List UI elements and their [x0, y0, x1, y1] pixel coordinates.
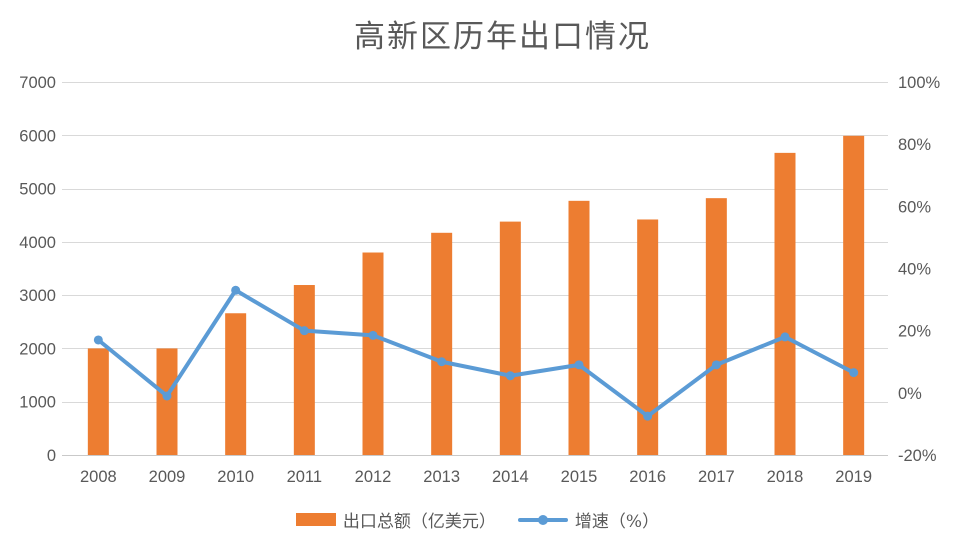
right-axis-tick-100%: 100% [898, 74, 941, 92]
x-axis-label-2012: 2012 [355, 468, 392, 486]
right-axis-tick-20%: 20% [898, 323, 931, 341]
line-marker-2019 [849, 368, 859, 378]
line-marker-2018 [780, 332, 790, 342]
legend-bar-label: 出口总额（亿美元） [342, 512, 496, 532]
right-axis-tick-40%: 40% [898, 261, 931, 279]
x-axis-label-2017: 2017 [698, 468, 735, 486]
x-axis-label-2008: 2008 [80, 468, 117, 486]
bar-2019 [843, 135, 865, 455]
x-axis-label-2010: 2010 [217, 468, 254, 486]
left-axis-tick-5000: 5000 [19, 181, 56, 199]
bar-2012 [362, 252, 384, 455]
line-marker-2017 [711, 360, 721, 370]
left-axis-tick-0: 0 [47, 447, 56, 465]
chart-title: 高新区历年出口情况 [354, 19, 651, 55]
x-axis-label-2011: 2011 [287, 468, 322, 486]
legend-line-label: 增速（%） [574, 512, 660, 532]
bar-2016 [637, 219, 659, 455]
legend-item-exports: 出口总额（亿美元） [295, 507, 496, 532]
legend: 出口总额（亿美元） 增速（%） [0, 507, 955, 532]
bar-2013 [431, 232, 453, 455]
right-axis-tick-0%: 0% [898, 385, 922, 403]
left-axis-tick-4000: 4000 [19, 234, 56, 252]
left-axis-tick-1000: 1000 [19, 394, 56, 412]
growth-line [96, 288, 856, 419]
bar-2010 [225, 313, 247, 455]
line-marker-2011 [299, 326, 309, 336]
bar-2009 [156, 348, 178, 455]
line-marker-2009 [162, 391, 172, 401]
line-marker-2013 [437, 357, 447, 367]
bar-2018 [774, 152, 796, 455]
left-axis-tick-2000: 2000 [19, 340, 56, 358]
legend-line-marker-icon [537, 514, 548, 525]
x-axis-label-2016: 2016 [629, 468, 666, 486]
left-axis-tick-3000: 3000 [19, 287, 56, 305]
line-marker-2010 [231, 285, 241, 295]
x-axis-label-2018: 2018 [767, 468, 804, 486]
bar-2008 [87, 348, 109, 455]
right-axis-tick-80%: 80% [898, 136, 931, 154]
legend-bar-swatch [295, 513, 336, 526]
right-axis-tick--20%: -20% [898, 447, 937, 465]
x-axis-label-2015: 2015 [561, 468, 598, 486]
bar-2011 [293, 285, 315, 455]
line-marker-2008 [93, 335, 103, 345]
left-axis-tick-7000: 7000 [19, 74, 56, 92]
left-axis-tick-6000: 6000 [19, 127, 56, 145]
line-marker-2015 [574, 360, 584, 370]
line-marker-2012 [368, 330, 378, 340]
x-axis-label-2009: 2009 [149, 468, 186, 486]
x-axis-label-2014: 2014 [492, 468, 529, 486]
x-axis-label-2013: 2013 [423, 468, 460, 486]
x-axis-label-2019: 2019 [835, 468, 872, 486]
bar-2014 [499, 221, 521, 455]
bar-2017 [705, 198, 727, 456]
right-axis-tick-60%: 60% [898, 198, 931, 216]
legend-line-swatch [517, 513, 568, 527]
legend-item-growth: 增速（%） [517, 507, 660, 532]
line-marker-2014 [505, 371, 515, 381]
bar-2015 [568, 200, 590, 455]
line-marker-2016 [643, 411, 653, 421]
